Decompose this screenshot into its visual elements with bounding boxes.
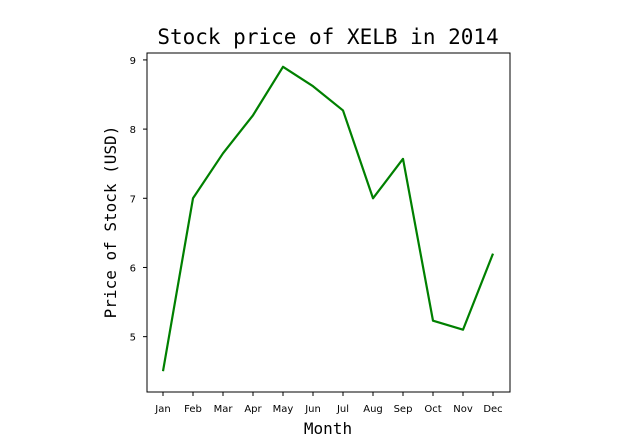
y-tick-label: 6 — [130, 263, 136, 274]
x-axis-label: Month — [304, 419, 352, 438]
y-tick-label: 9 — [130, 56, 136, 67]
y-tick-label: 7 — [130, 194, 136, 205]
x-tick-label: Mar — [214, 404, 234, 415]
x-tick-label: Oct — [424, 404, 441, 415]
x-tick-label: Jan — [154, 404, 170, 415]
y-axis-label: Price of Stock (USD) — [101, 126, 120, 319]
y-axis: 5 6 7 8 9 — [130, 56, 147, 344]
y-tick-label: 5 — [130, 333, 136, 344]
x-tick-label: Sep — [394, 404, 413, 415]
x-axis: Jan Feb Mar Apr May Jun Jul Aug Sep Oct Nov Dec — [154, 392, 502, 415]
y-tick-label: 8 — [130, 125, 136, 136]
x-tick-label: Jul — [336, 404, 349, 415]
x-tick-label: Nov — [453, 404, 473, 415]
chart-title: Stock price of XELB in 2014 — [157, 25, 498, 49]
x-tick-label: Feb — [184, 404, 202, 415]
series-line — [163, 67, 493, 371]
x-tick-label: Jun — [304, 404, 321, 415]
x-tick-label: May — [273, 404, 294, 415]
x-tick-label: Dec — [483, 404, 502, 415]
plot-area-frame — [147, 53, 510, 392]
x-tick-label: Apr — [244, 404, 262, 415]
x-tick-label: Aug — [363, 404, 383, 415]
